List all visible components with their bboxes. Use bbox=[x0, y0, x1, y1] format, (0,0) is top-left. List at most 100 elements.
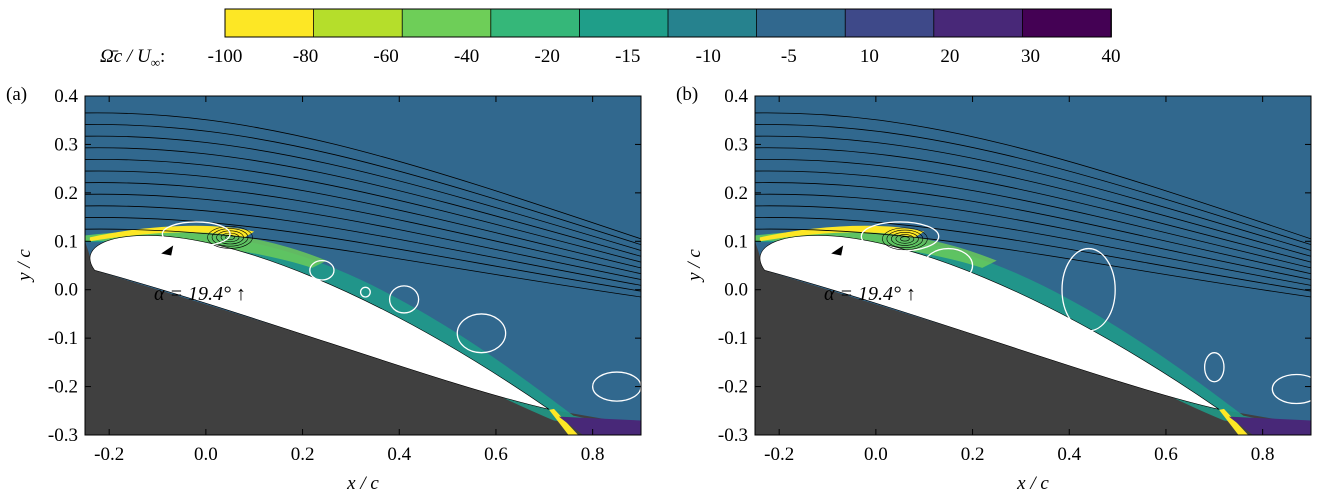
y-tick-label: -0.3 bbox=[48, 425, 78, 446]
colorbar-swatch bbox=[313, 8, 404, 38]
colorbar-tick-label: -10 bbox=[696, 46, 721, 67]
colorbar-tick-label: 30 bbox=[1021, 46, 1040, 67]
vortex-core-ring bbox=[882, 227, 928, 251]
vortex-core-ring bbox=[211, 228, 249, 247]
y-tick-label: 0.1 bbox=[54, 231, 78, 252]
colorbar-tick-label: -100 bbox=[208, 46, 243, 67]
x-tick-label: 0.4 bbox=[1057, 444, 1081, 465]
streamline bbox=[85, 182, 641, 275]
colorbar: -100 -80 -60 -40 -20 -15 -10 -5 10 20 30 40 Ω̄c / U… bbox=[100, 8, 1121, 70]
vorticity-field-b bbox=[755, 96, 1311, 435]
streamline bbox=[755, 112, 1311, 240]
trailing-edge-wake bbox=[1219, 408, 1249, 435]
y-axis-label-a: y / c bbox=[14, 249, 35, 283]
y-tick-label: 0.4 bbox=[724, 86, 748, 107]
x-tick-label: 0.0 bbox=[194, 444, 218, 465]
angle-annotation-a: α = 19.4° ↑ bbox=[154, 283, 246, 305]
leading-edge-layer bbox=[89, 225, 255, 242]
leading-edge-layer bbox=[759, 225, 925, 242]
y-tick-label: -0.2 bbox=[48, 377, 78, 398]
white-contour bbox=[860, 221, 940, 252]
panel-label-b: (b) bbox=[676, 84, 698, 105]
x-tick-label: -0.2 bbox=[764, 444, 794, 465]
streamline bbox=[85, 217, 641, 292]
y-tick-label: 0.2 bbox=[54, 183, 78, 204]
trailing-edge-wake bbox=[549, 408, 579, 435]
y-tick-label: 0.3 bbox=[54, 134, 78, 155]
streamline bbox=[85, 112, 641, 240]
streamline bbox=[85, 205, 641, 286]
streamline bbox=[85, 170, 641, 269]
colorbar-tick-label: 40 bbox=[1102, 46, 1121, 67]
x-axis-label-b: x / c bbox=[1016, 473, 1049, 494]
y-tick-label: -0.1 bbox=[48, 328, 78, 349]
y-axis-label-b: y / c bbox=[684, 249, 705, 283]
colorbar-frame bbox=[224, 8, 1112, 38]
streamline bbox=[755, 124, 1311, 246]
x-tick-label: 0.8 bbox=[581, 444, 605, 465]
streamline bbox=[85, 228, 641, 298]
colorbar-tick-label: -5 bbox=[781, 46, 797, 67]
streamline bbox=[755, 147, 1311, 257]
y-tick-label: -0.1 bbox=[718, 328, 748, 349]
panel-a: (a) -0.2 0.0 0.2 0.4 0.6 0.80.40.30.20.10.0-0… bbox=[6, 84, 642, 494]
colorbar-swatch bbox=[1022, 8, 1112, 38]
y-tick-label: 0.3 bbox=[724, 134, 748, 155]
colorbar-swatch bbox=[756, 8, 847, 38]
trailing-edge-shear bbox=[558, 416, 641, 435]
x-tick-label: -0.2 bbox=[94, 444, 124, 465]
airfoil bbox=[89, 235, 550, 410]
x-tick-label: 0.6 bbox=[484, 444, 508, 465]
x-tick-label: 0.2 bbox=[961, 444, 985, 465]
angle-annotation-b: α = 19.4° ↑ bbox=[824, 283, 916, 305]
panel-b: (b) -0.2 0.0 0.2 0.4 0.6 0.80.40.30.20.10.0-0… bbox=[676, 84, 1312, 494]
streamline bbox=[85, 135, 641, 251]
x-tick-label: 0.6 bbox=[1154, 444, 1178, 465]
white-contour bbox=[388, 285, 420, 314]
colorbar-ticks: -100 -80 -60 -40 -20 -15 -10 -5 10 20 30 40 bbox=[208, 46, 1121, 67]
vortex-core-ring bbox=[900, 236, 910, 242]
panel-label-a: (a) bbox=[6, 84, 27, 105]
streamline bbox=[85, 158, 641, 263]
colorbar-tick-label: -80 bbox=[293, 46, 318, 67]
streamline bbox=[755, 135, 1311, 251]
white-contour bbox=[592, 371, 641, 402]
streamline bbox=[85, 193, 641, 280]
axes-frame-a bbox=[84, 95, 642, 436]
streamline bbox=[755, 217, 1311, 292]
streamline bbox=[755, 170, 1311, 269]
x-tick-label: 0.4 bbox=[387, 444, 411, 465]
colorbar-swatches bbox=[224, 8, 1112, 38]
x-tick-label: 0.8 bbox=[1251, 444, 1275, 465]
colorbar-tick-label: 10 bbox=[860, 46, 879, 67]
vortex-core-ring bbox=[891, 231, 919, 246]
trailing-edge-shear bbox=[1228, 416, 1311, 435]
streamline bbox=[755, 158, 1311, 263]
streamline bbox=[755, 193, 1311, 280]
white-contour bbox=[359, 286, 371, 298]
colorbar-tick-label: -15 bbox=[615, 46, 640, 67]
white-contour bbox=[1061, 247, 1116, 332]
triangle-marker bbox=[831, 245, 844, 256]
colorbar-label: Ω̄c / U∞: bbox=[100, 46, 165, 70]
colorbar-tick-label: 20 bbox=[940, 46, 959, 67]
colorbar-swatch bbox=[844, 8, 935, 38]
airfoil-shadow bbox=[755, 241, 1311, 435]
y-tick-label: 0.2 bbox=[724, 183, 748, 204]
y-tick-label: 0.0 bbox=[724, 280, 748, 301]
axes-frame-b bbox=[754, 95, 1312, 436]
colorbar-swatch bbox=[401, 8, 492, 38]
streamline bbox=[755, 182, 1311, 275]
colorbar-swatch bbox=[224, 8, 315, 38]
colorbar-tick-label: -60 bbox=[373, 46, 398, 67]
vortex-core-ring bbox=[207, 226, 253, 249]
streamline bbox=[755, 228, 1311, 298]
airfoil bbox=[759, 235, 1220, 410]
white-contour bbox=[456, 313, 507, 354]
colorbar-tick-label: -40 bbox=[454, 46, 479, 67]
y-tick-label: 0.1 bbox=[724, 231, 748, 252]
triangle-marker bbox=[161, 245, 174, 256]
streamline bbox=[85, 124, 641, 246]
white-contour bbox=[923, 247, 974, 284]
